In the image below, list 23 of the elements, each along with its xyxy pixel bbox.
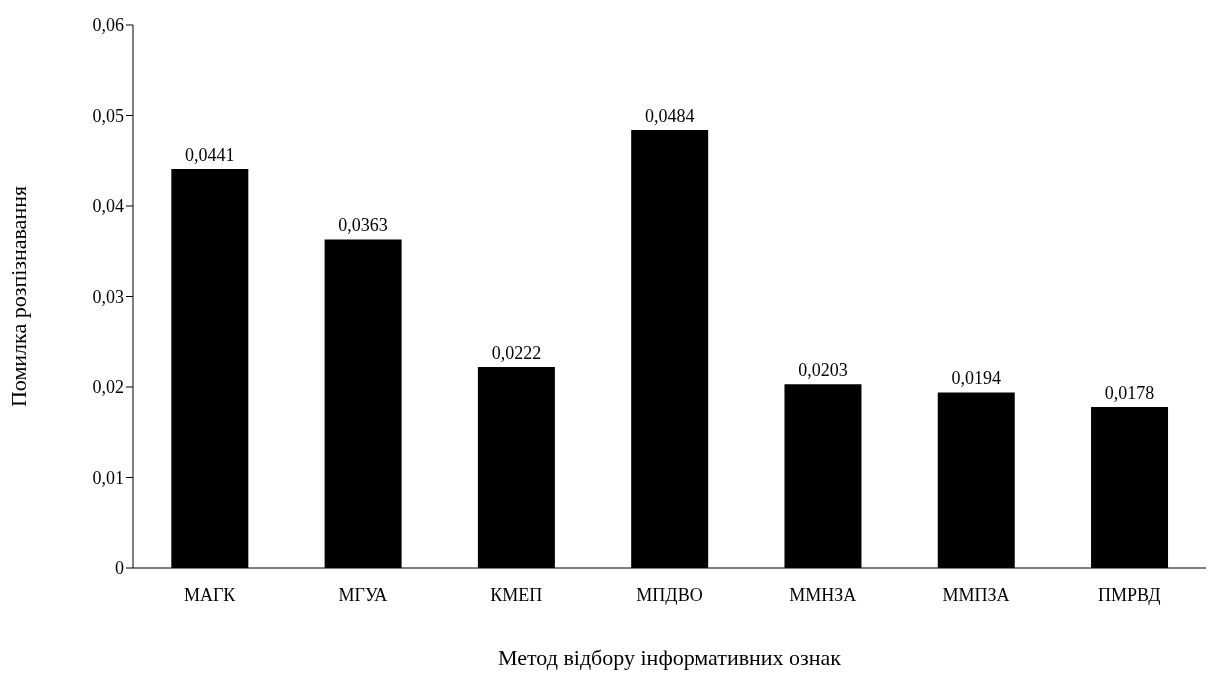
x-tick-label: ММПЗА <box>942 584 1010 605</box>
data-label: 0,0194 <box>951 368 1001 389</box>
data-label: 0,0363 <box>338 215 388 236</box>
y-tick-label: 0,05 <box>92 105 124 126</box>
y-tick-label: 0 <box>115 558 124 579</box>
x-axis-title: Метод відбору інформативних ознак <box>497 645 842 670</box>
y-tick-label: 0,02 <box>92 377 124 398</box>
x-tick-label: МАГК <box>183 584 237 605</box>
data-label: 0,0203 <box>798 360 848 381</box>
y-tick-label: 0,04 <box>92 196 124 217</box>
x-tick-label: ПМРВД <box>1098 584 1161 605</box>
x-tick-label: КМЕП <box>490 584 543 605</box>
y-tick-label: 0,06 <box>92 15 124 36</box>
y-axis-title: Помилка розпізнавання <box>5 185 31 408</box>
x-tick-label: ММНЗА <box>789 584 857 605</box>
x-tick-label: МГУА <box>338 584 388 605</box>
y-tick-label: 0,03 <box>92 286 124 307</box>
data-label: 0,0441 <box>185 144 235 165</box>
x-tick-label: МПДВО <box>636 584 703 605</box>
data-label: 0,0178 <box>1104 382 1155 403</box>
data-label: 0,0484 <box>644 105 695 126</box>
data-label: 0,0222 <box>491 343 542 364</box>
y-tick-label: 0,01 <box>92 467 124 488</box>
